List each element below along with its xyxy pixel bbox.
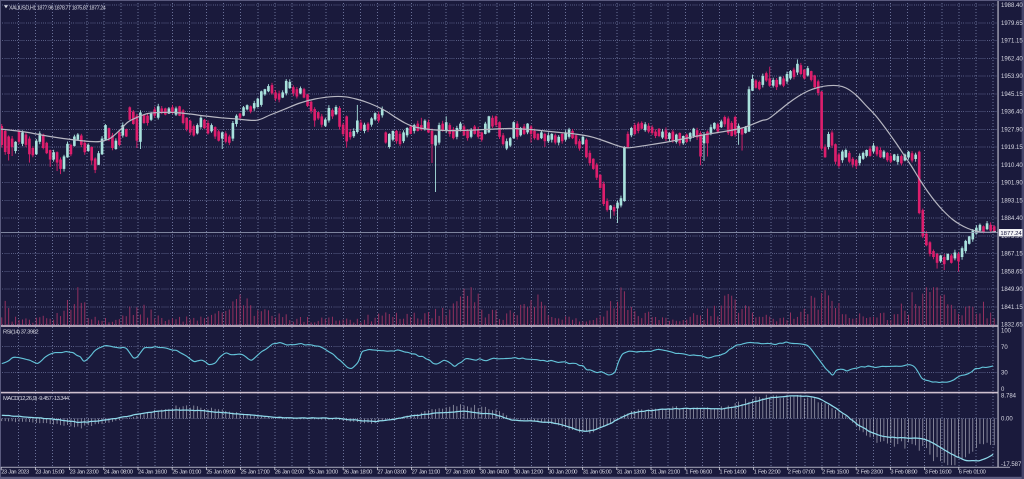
svg-text:31 Jan 13:00: 31 Jan 13:00	[617, 470, 646, 476]
svg-text:25 Jan 01:00: 25 Jan 01:00	[172, 470, 201, 476]
svg-text:30 Jan 04:00: 30 Jan 04:00	[480, 470, 509, 476]
svg-text:26 Jan 18:00: 26 Jan 18:00	[343, 470, 372, 476]
svg-text:25 Jan 09:00: 25 Jan 09:00	[206, 470, 235, 476]
svg-text:1971.15: 1971.15	[1001, 39, 1023, 45]
svg-text:1875.90: 1875.90	[1001, 234, 1023, 240]
svg-text:3 Feb 08:00: 3 Feb 08:00	[890, 470, 917, 476]
svg-text:1979.65: 1979.65	[1001, 21, 1023, 27]
svg-text:1927.90: 1927.90	[1001, 127, 1023, 133]
svg-text:24 Jan 08:00: 24 Jan 08:00	[104, 470, 133, 476]
svg-text:27 Jan 03:00: 27 Jan 03:00	[377, 470, 406, 476]
svg-text:1849.90: 1849.90	[1001, 287, 1023, 293]
svg-text:1877.24: 1877.24	[1000, 231, 1022, 237]
svg-text:31 Jan 21:00: 31 Jan 21:00	[651, 470, 680, 476]
svg-text:26 Jan 10:00: 26 Jan 10:00	[309, 470, 338, 476]
svg-text:RSI(14) 37.3982: RSI(14) 37.3982	[3, 330, 38, 336]
svg-text:30 Jan 12:00: 30 Jan 12:00	[514, 470, 543, 476]
svg-text:30 Jan 20:00: 30 Jan 20:00	[548, 470, 577, 476]
svg-text:MACD(12,26,9) -9.457 -13.344: MACD(12,26,9) -9.457 -13.344	[3, 396, 70, 402]
svg-text:26 Jan 02:00: 26 Jan 02:00	[275, 470, 304, 476]
svg-text:2 Feb 23:00: 2 Feb 23:00	[856, 470, 883, 476]
svg-text:1910.40: 1910.40	[1001, 163, 1023, 169]
svg-text:1 Feb 06:00: 1 Feb 06:00	[685, 470, 712, 476]
svg-text:1953.90: 1953.90	[1001, 74, 1023, 80]
svg-text:1901.90: 1901.90	[1001, 181, 1023, 187]
svg-text:2 Feb 15:00: 2 Feb 15:00	[822, 470, 849, 476]
svg-text:1867.15: 1867.15	[1001, 252, 1023, 258]
svg-text:25 Jan 17:00: 25 Jan 17:00	[241, 470, 270, 476]
svg-text:1893.15: 1893.15	[1001, 198, 1023, 204]
svg-text:1884.40: 1884.40	[1001, 216, 1023, 222]
svg-text:27 Jan 11:00: 27 Jan 11:00	[412, 470, 440, 476]
svg-text:8.784: 8.784	[1001, 394, 1017, 400]
svg-text:70: 70	[1001, 345, 1008, 351]
svg-text:1858.65: 1858.65	[1001, 269, 1023, 275]
svg-text:2 Feb 07:00: 2 Feb 07:00	[788, 470, 815, 476]
svg-text:1945.15: 1945.15	[1001, 92, 1023, 98]
svg-text:23 Jan 2023: 23 Jan 2023	[1, 470, 29, 476]
svg-text:23 Jan 15:00: 23 Jan 15:00	[35, 470, 64, 476]
svg-text:1988.40: 1988.40	[1001, 3, 1023, 9]
svg-text:1962.40: 1962.40	[1001, 57, 1023, 63]
svg-text:27 Jan 19:00: 27 Jan 19:00	[446, 470, 475, 476]
svg-text:100: 100	[1001, 329, 1012, 335]
svg-text:1 Feb 22:00: 1 Feb 22:00	[754, 470, 781, 476]
svg-text:31 Jan 05:00: 31 Jan 05:00	[583, 470, 612, 476]
svg-text:1 Feb 14:00: 1 Feb 14:00	[719, 470, 746, 476]
svg-text:1936.40: 1936.40	[1001, 110, 1023, 116]
svg-text:0.00: 0.00	[1001, 417, 1013, 423]
svg-text:23 Jan 23:00: 23 Jan 23:00	[70, 470, 99, 476]
svg-text:1919.15: 1919.15	[1001, 145, 1023, 151]
svg-text:0: 0	[1001, 387, 1005, 393]
svg-text:1841.15: 1841.15	[1001, 305, 1023, 311]
svg-text:-17.587: -17.587	[1001, 462, 1022, 468]
svg-text:24 Jan 16:00: 24 Jan 16:00	[138, 470, 167, 476]
svg-text:6 Feb 01:00: 6 Feb 01:00	[959, 470, 986, 476]
svg-text:30: 30	[1001, 371, 1008, 377]
svg-text:1832.65: 1832.65	[1001, 323, 1023, 329]
svg-text:XAUUSD,H1 1877.96 1878.77 187: XAUUSD,H1 1877.96 1878.77 1875.87 1877.2…	[9, 6, 106, 12]
svg-text:3 Feb 16:00: 3 Feb 16:00	[925, 470, 952, 476]
